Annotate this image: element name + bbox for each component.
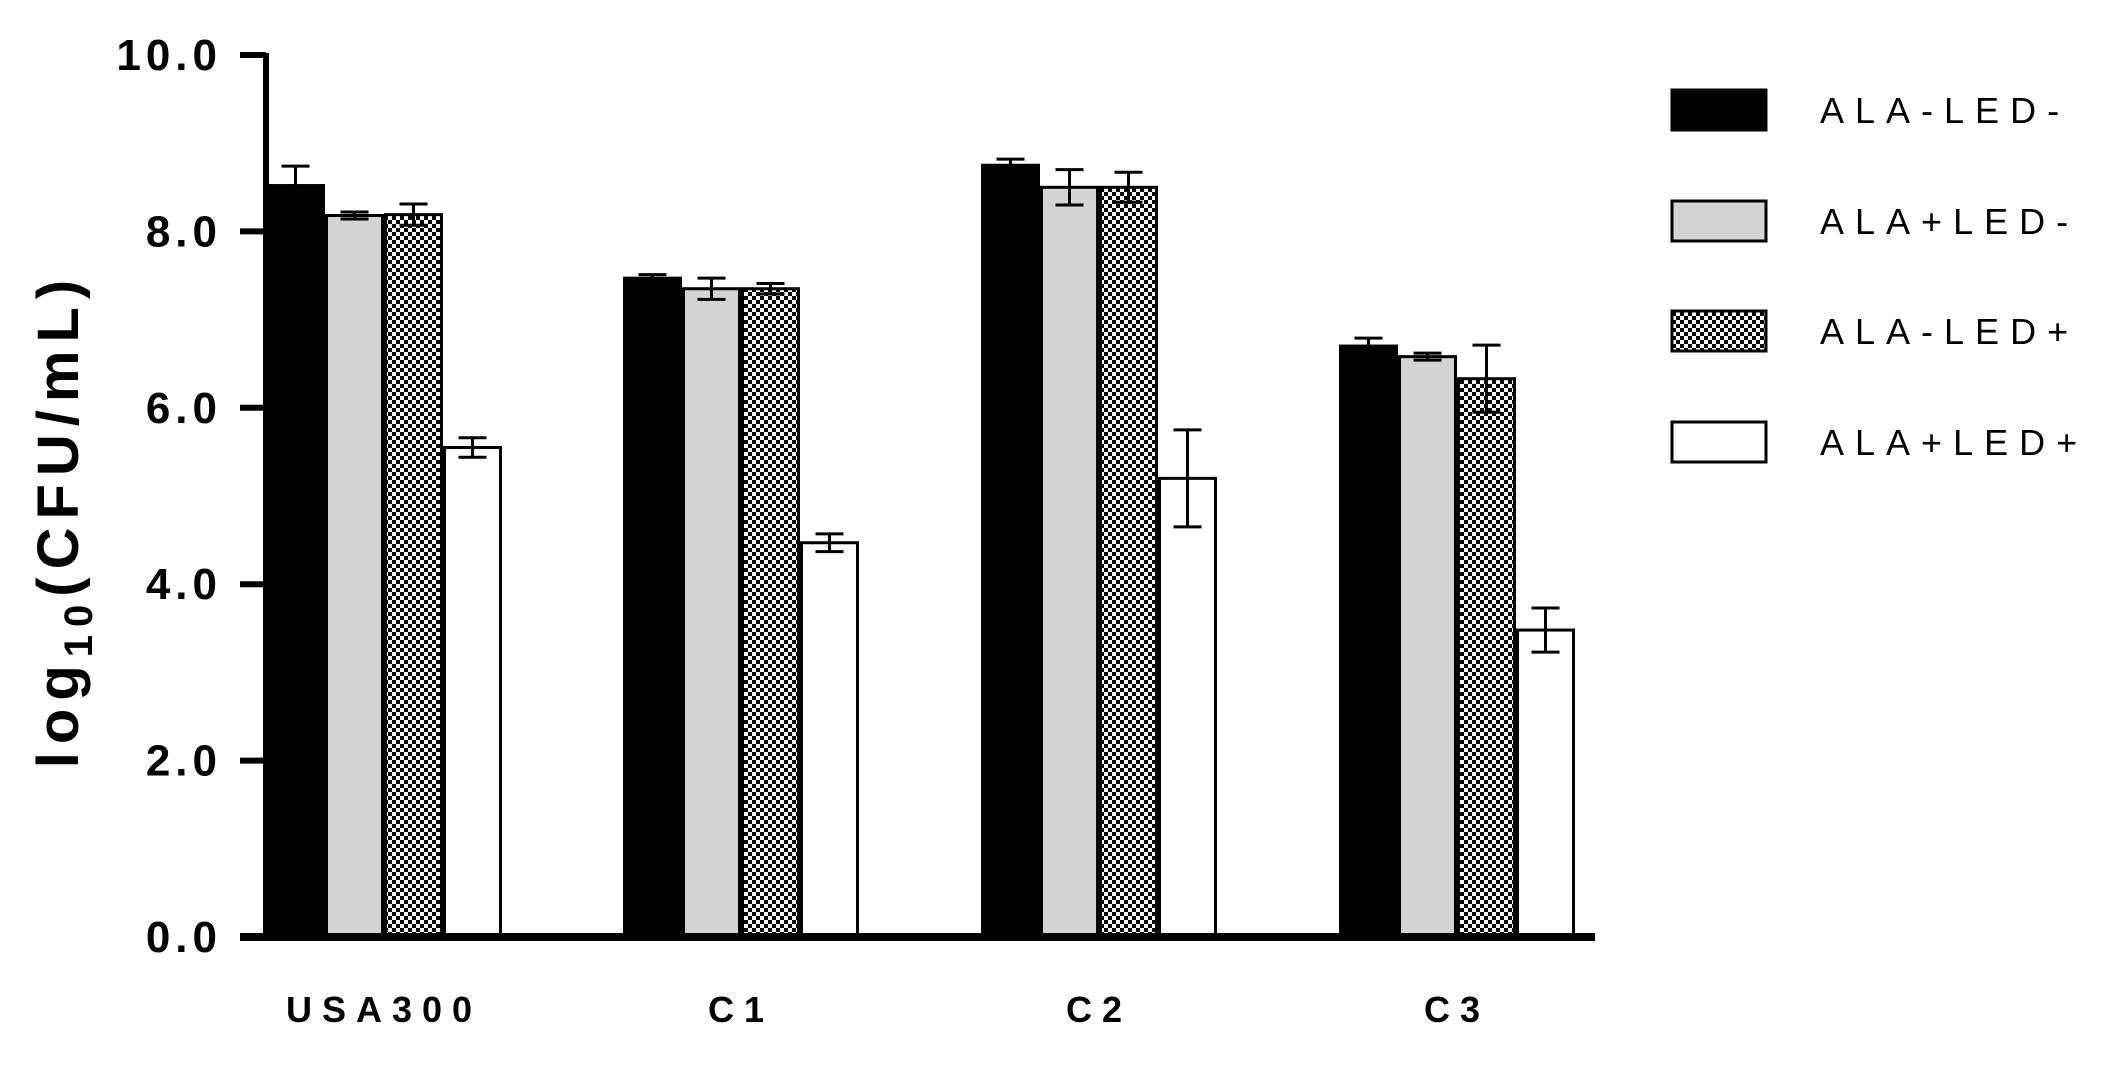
y-tick-label: 4.0 (146, 560, 222, 609)
legend-label: ALA-LED- (1820, 90, 2070, 131)
error-bar-usa300-0 (281, 164, 310, 207)
y-axis-label-subscript: 10 (57, 597, 101, 658)
y-ticks-group: 0.0 2.0 4.0 6.0 8.0 10.0 (116, 31, 266, 962)
legend-swatch (1670, 88, 1768, 132)
x-labels-group: USA300 C1 C2 C3 (286, 989, 1490, 1030)
legend-item-2: ALA-LED+ (1670, 309, 2079, 353)
y-tick-label: 2.0 (146, 737, 222, 786)
error-bar-c2-0 (996, 157, 1025, 173)
error-bar-usa300-1 (340, 210, 369, 221)
bar-c3-0 (1339, 344, 1398, 939)
legend-item-3: ALA+LED+ (1670, 420, 2088, 464)
bar-c2-0 (981, 163, 1040, 939)
bar-c3-3 (1516, 628, 1575, 939)
bar-c2-3 (1158, 476, 1217, 939)
bars-group (266, 163, 1575, 939)
bar-c3-1 (1398, 355, 1457, 939)
x-tick-label-c1: C1 (708, 989, 774, 1030)
x-tick-label-usa300: USA300 (286, 989, 482, 1030)
legend: ALA-LED- ALA+LED- ALA-LED+ ALA+LED+ (1670, 88, 2088, 464)
legend-label: ALA+LED+ (1820, 422, 2088, 463)
error-bar-c2-1 (1055, 168, 1084, 207)
y-tick-label: 8.0 (146, 207, 222, 256)
legend-swatch (1670, 199, 1768, 243)
bar-usa300-1 (325, 214, 384, 939)
bar-c1-1 (682, 287, 741, 939)
bar-c1-3 (800, 541, 859, 939)
legend-swatch (1670, 309, 1768, 353)
legend-swatch (1670, 420, 1768, 464)
error-bar-c3-2 (1472, 343, 1501, 414)
y-axis-label-prefix: log (26, 657, 91, 768)
bar-usa300-3 (443, 445, 502, 939)
error-bar-c3-3 (1531, 606, 1560, 654)
error-bar-c1-0 (638, 273, 667, 284)
bar-c1-0 (623, 276, 682, 939)
bar-usa300-0 (266, 184, 325, 939)
error-bar-c1-2 (756, 281, 785, 296)
y-axis-label-suffix: (CFU/mL) (26, 272, 91, 597)
legend-item-1: ALA+LED- (1670, 199, 2079, 243)
bar-c1-2 (741, 287, 800, 939)
error-bar-usa300-2 (399, 202, 428, 227)
error-bar-c1-3 (815, 532, 844, 554)
error-bar-c2-3 (1173, 428, 1202, 529)
bar-c3-2 (1457, 377, 1516, 939)
legend-label: ALA+LED- (1820, 201, 2079, 242)
y-tick-label: 10.0 (116, 31, 222, 80)
y-tick-label: 0.0 (146, 913, 222, 962)
error-bar-c2-2 (1114, 170, 1143, 204)
y-tick-label: 6.0 (146, 384, 222, 433)
legend-label: ALA-LED+ (1820, 311, 2079, 352)
error-bar-c3-1 (1413, 351, 1442, 362)
bar-c2-1 (1040, 185, 1099, 939)
error-bar-c1-1 (697, 276, 726, 301)
error-bars-group (281, 157, 1560, 654)
bar-c2-2 (1099, 185, 1158, 939)
x-tick-label-c2: C2 (1066, 989, 1132, 1030)
legend-item-0: ALA-LED- (1670, 88, 2070, 132)
error-bar-c3-0 (1354, 336, 1383, 356)
x-tick-label-c3: C3 (1424, 989, 1490, 1030)
y-axis-label: log10(CFU/mL) (26, 272, 101, 768)
bar-usa300-2 (384, 213, 443, 939)
error-bar-usa300-3 (458, 436, 487, 459)
